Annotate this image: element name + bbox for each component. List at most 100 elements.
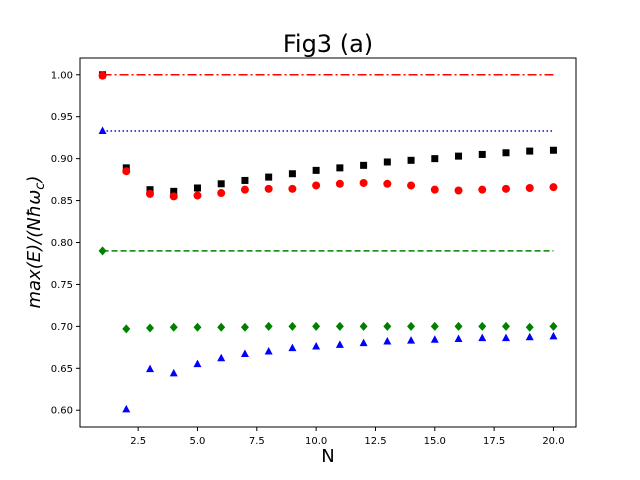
circle-marker	[359, 178, 368, 187]
square-marker	[526, 147, 534, 155]
circle-marker	[501, 184, 510, 193]
y-axis-ticks: 0.60 0.65 0.70 0.75 0.80 0.85 0.90 0.95 1.00	[51, 70, 80, 417]
y-tick-label: 0.95	[51, 112, 73, 123]
square-marker	[336, 164, 344, 172]
diamond-marker	[98, 246, 107, 256]
y-tick-label: 0.65	[51, 364, 73, 375]
diamond-marker	[335, 321, 344, 331]
triangle-marker	[407, 336, 416, 344]
circle-marker	[146, 189, 155, 198]
triangle-marker	[146, 364, 155, 373]
x-tick-label: 17.5	[483, 436, 505, 447]
square-marker	[265, 173, 273, 181]
circle-marker	[335, 179, 344, 188]
square-marker	[455, 152, 463, 160]
diamond-marker	[146, 323, 155, 333]
diamond-marker	[383, 321, 392, 331]
y-tick-label: 0.75	[51, 280, 73, 291]
diamond-marker	[169, 322, 178, 332]
y-tick-label: 1.00	[51, 70, 73, 81]
diamond-marker	[312, 321, 321, 331]
triangle-marker	[217, 353, 226, 362]
square-marker	[170, 187, 178, 195]
chart-title: Fig3 (a)	[283, 30, 373, 58]
circle-marker	[407, 181, 416, 190]
square-marker	[217, 180, 225, 188]
circle-marker	[264, 184, 273, 193]
circle-marker	[383, 179, 392, 188]
x-tick-label: 20.0	[542, 436, 564, 447]
circle-marker	[98, 71, 107, 80]
square-marker	[146, 186, 154, 194]
diamond-marker	[407, 321, 416, 331]
square-marker	[360, 161, 368, 169]
circle-marker	[288, 184, 297, 193]
triangle-marker	[525, 332, 534, 341]
triangle-marker	[288, 343, 297, 352]
triangle-marker	[98, 126, 107, 134]
square-marker	[407, 156, 415, 164]
diamond-marker	[430, 321, 439, 331]
triangle-marker	[383, 336, 392, 345]
square-marker	[478, 150, 486, 158]
reference-lines	[102, 74, 554, 252]
diamond-marker	[240, 322, 249, 332]
triangle-marker	[193, 359, 202, 368]
circle-marker	[525, 183, 534, 192]
triangle-marker	[240, 349, 249, 358]
circle-marker	[312, 181, 321, 190]
square-marker	[312, 166, 320, 174]
x-tick-label: 5.0	[190, 436, 206, 447]
x-tick-label: 12.5	[364, 436, 386, 447]
x-axis-label: N	[321, 446, 334, 467]
y-axis-label-group: max(E)/(Nħωc)	[24, 176, 48, 309]
x-axis-ticks: 2.5 5.0 7.5 10.0 12.5 15.0 17.5 20.0	[130, 427, 565, 447]
diamond-marker	[549, 321, 558, 331]
x-tick-label: 15.0	[424, 436, 446, 447]
triangle-marker	[359, 338, 368, 347]
circle-marker	[454, 186, 463, 195]
square-marker	[549, 146, 557, 154]
diamond-marker	[122, 324, 131, 334]
triangle-marker	[169, 368, 178, 377]
x-tick-label: 10.0	[305, 436, 327, 447]
triangle-marker	[454, 334, 463, 342]
x-tick-label: 7.5	[249, 436, 265, 447]
data-markers	[98, 71, 558, 413]
circle-marker	[430, 185, 439, 194]
triangle-marker	[501, 333, 510, 342]
square-marker	[288, 170, 296, 178]
square-marker	[502, 149, 510, 157]
triangle-marker	[122, 404, 131, 413]
triangle-marker	[335, 340, 344, 348]
diamond-marker	[478, 321, 487, 331]
diamond-marker	[501, 321, 510, 331]
triangle-marker	[549, 331, 558, 340]
y-tick-label: 0.60	[51, 406, 73, 417]
circle-marker	[217, 189, 226, 198]
diamond-marker	[217, 322, 226, 332]
diamond-marker	[454, 321, 463, 331]
diamond-marker	[525, 322, 534, 332]
y-axis-label: max(E)/(Nħωc)	[24, 176, 48, 309]
square-marker	[193, 184, 201, 192]
y-tick-label: 0.85	[51, 196, 73, 207]
y-tick-label: 0.80	[51, 238, 73, 249]
circle-marker	[193, 191, 202, 200]
circle-marker	[122, 167, 131, 176]
triangle-marker	[430, 335, 439, 343]
diamond-marker	[359, 321, 368, 331]
triangle-marker	[264, 347, 273, 355]
diamond-marker	[264, 321, 273, 331]
y-tick-label: 0.90	[51, 154, 73, 165]
square-marker	[431, 155, 439, 163]
circle-marker	[549, 183, 558, 192]
diamond-marker	[288, 321, 297, 331]
diamond-marker	[193, 322, 202, 332]
square-marker	[241, 176, 249, 184]
circle-marker	[240, 185, 249, 194]
x-tick-label: 2.5	[130, 436, 146, 447]
y-tick-label: 0.70	[51, 322, 73, 333]
triangle-marker	[478, 333, 487, 342]
